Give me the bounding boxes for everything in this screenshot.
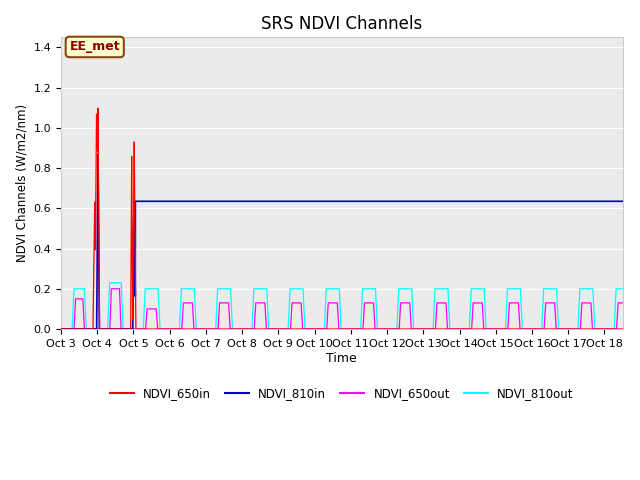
X-axis label: Time: Time	[326, 351, 357, 364]
Title: SRS NDVI Channels: SRS NDVI Channels	[261, 15, 422, 33]
Legend: NDVI_650in, NDVI_810in, NDVI_650out, NDVI_810out: NDVI_650in, NDVI_810in, NDVI_650out, NDV…	[105, 383, 579, 405]
Text: EE_met: EE_met	[70, 40, 120, 53]
Y-axis label: NDVI Channels (W/m2/nm): NDVI Channels (W/m2/nm)	[15, 104, 28, 262]
